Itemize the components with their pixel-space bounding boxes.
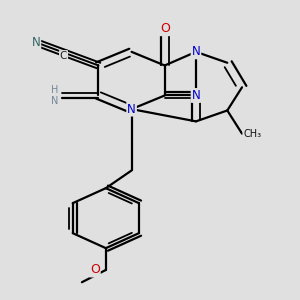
Text: N: N	[32, 36, 40, 49]
Text: N: N	[127, 103, 136, 116]
Text: N: N	[192, 45, 200, 58]
Text: O: O	[90, 263, 100, 277]
Text: O: O	[160, 22, 170, 35]
Text: CH₃: CH₃	[243, 129, 261, 139]
Text: C: C	[60, 51, 67, 61]
Text: H
N: H N	[51, 85, 58, 106]
Text: N: N	[192, 89, 200, 102]
